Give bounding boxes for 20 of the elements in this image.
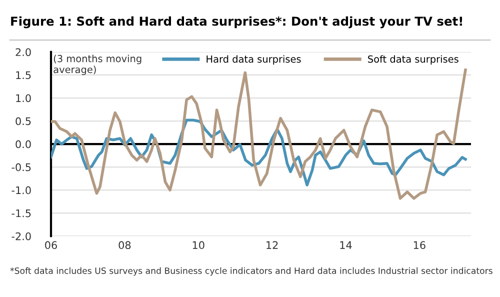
y-tick-label: 1.0 [16, 94, 31, 102]
annotation: (3 months moving average) [54, 54, 142, 76]
x-tick-label: 14 [340, 241, 352, 249]
y-tick-label: -0.5 [12, 163, 31, 172]
y-tick-label: -1.5 [12, 209, 31, 218]
x-tick-label: 12 [266, 241, 278, 249]
x-tick-label: 16 [414, 241, 426, 250]
chart-title: Figure 1: Soft and Hard data surprises*: Don't adjust your TV set! [11, 16, 462, 28]
text: *Soft data includes US surveys and Business cycle indicators and Hard data includes Industrial sector indicators [10, 267, 492, 276]
x-tick-label: 10 [192, 241, 204, 250]
y-tick-label: 0.0 [16, 140, 31, 148]
y-tick-label: 0.5 [16, 117, 31, 126]
x-tick-label: 08 [118, 241, 131, 250]
legend-label: Hard data surprises [206, 55, 301, 65]
y-tick-label: -2.0 [12, 232, 31, 240]
y-tick-label: 1.5 [16, 71, 31, 80]
y-tick-label: 2.0 [16, 48, 31, 56]
y-tick-label: -1.0 [12, 186, 31, 194]
legend-label: Soft data surprises [368, 55, 458, 65]
x-tick-label: 06 [45, 241, 57, 250]
